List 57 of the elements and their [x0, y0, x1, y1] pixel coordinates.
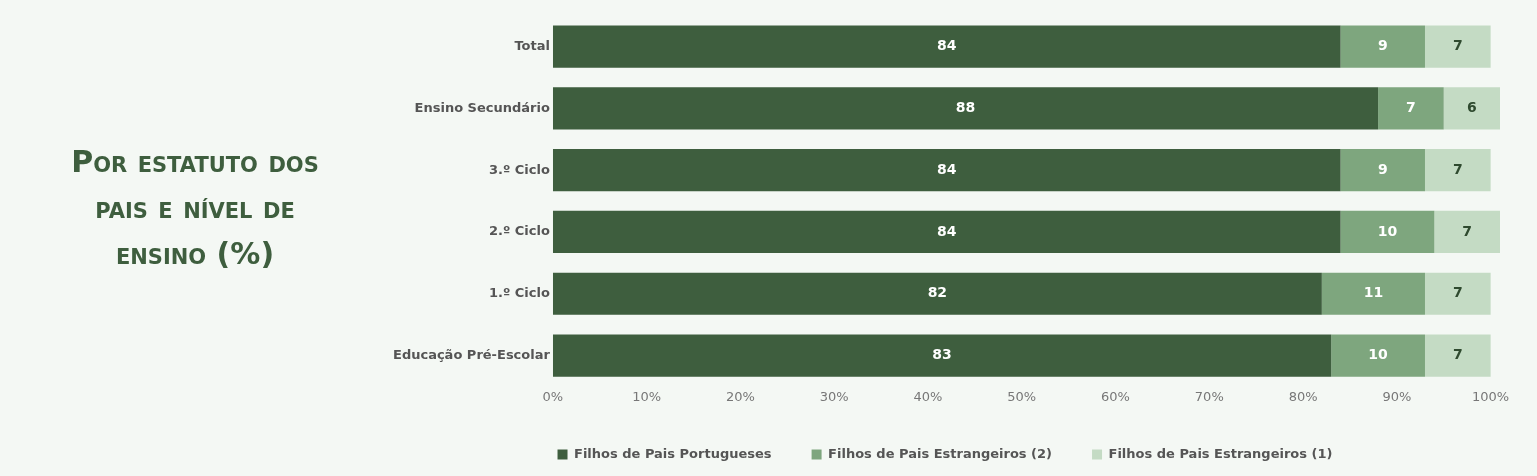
data-label: 7: [1452, 346, 1463, 363]
bar: [552, 272, 1322, 315]
data-label: 10: [1377, 222, 1398, 239]
bar: [1340, 149, 1425, 192]
bar: [1443, 87, 1500, 130]
bar: [1321, 272, 1425, 315]
x-tick-label: 60%: [1101, 388, 1130, 404]
bar: [552, 334, 1332, 377]
x-tick-label: 70%: [1194, 388, 1224, 404]
data-label: 9: [1377, 37, 1388, 54]
x-tick-label: 30%: [819, 388, 849, 404]
bar: [1424, 334, 1491, 377]
data-label: 11: [1363, 284, 1384, 301]
x-tick-label: 80%: [1288, 388, 1318, 404]
y-tick-label: 3.º Ciclo: [488, 161, 550, 177]
bar: [1424, 149, 1491, 192]
data-label: 82: [927, 284, 948, 301]
data-label: 7: [1406, 99, 1416, 116]
bar: [1340, 210, 1435, 254]
bar: [552, 210, 1341, 254]
y-tick-label: 2.º Ciclo: [488, 223, 550, 239]
x-tick-label: 20%: [725, 388, 755, 404]
x-tick-label: 50%: [1007, 388, 1037, 404]
legend-label: Filhos de Pais Estrangeiros (1): [1108, 445, 1333, 461]
data-label: 88: [955, 99, 976, 116]
data-label: 7: [1452, 284, 1463, 301]
x-tick-label: 90%: [1382, 388, 1412, 404]
x-tick-label: 0%: [542, 388, 564, 404]
data-label: 7: [1462, 222, 1473, 239]
legend-label: Filhos de Pais Portugueses: [574, 445, 772, 461]
data-label: 7: [1452, 37, 1463, 54]
data-label: 9: [1377, 160, 1388, 177]
bar: [1434, 210, 1500, 254]
y-tick-label: Educação Pré-Escolar: [393, 346, 551, 362]
data-label: 84: [937, 222, 957, 239]
data-label: 6: [1466, 99, 1477, 116]
x-tick-label: 100%: [1472, 388, 1510, 404]
data-label: 10: [1368, 346, 1389, 363]
data-label: 83: [932, 346, 952, 363]
bar: [552, 25, 1341, 68]
data-label: 84: [937, 160, 957, 177]
y-tick-label: Total: [514, 38, 550, 54]
bar: [552, 149, 1341, 192]
data-label: 7: [1452, 160, 1463, 177]
bar: [1424, 272, 1491, 315]
bar: [552, 87, 1379, 130]
data-label: 84: [937, 37, 957, 54]
x-tick-label: 10%: [632, 388, 662, 404]
text: Por estatuto dos pais e nível de ensino (%): [70, 143, 320, 273]
legend-label: Filhos de Pais Estrangeiros (2): [828, 445, 1053, 461]
y-tick-label: Ensino Secundário: [414, 99, 550, 115]
y-tick-label: 1.º Ciclo: [488, 285, 550, 301]
bar: [1331, 334, 1425, 377]
bar: [1340, 25, 1425, 68]
x-tick-label: 40%: [913, 388, 943, 404]
bar: [1424, 25, 1491, 68]
bar: [1378, 87, 1444, 130]
